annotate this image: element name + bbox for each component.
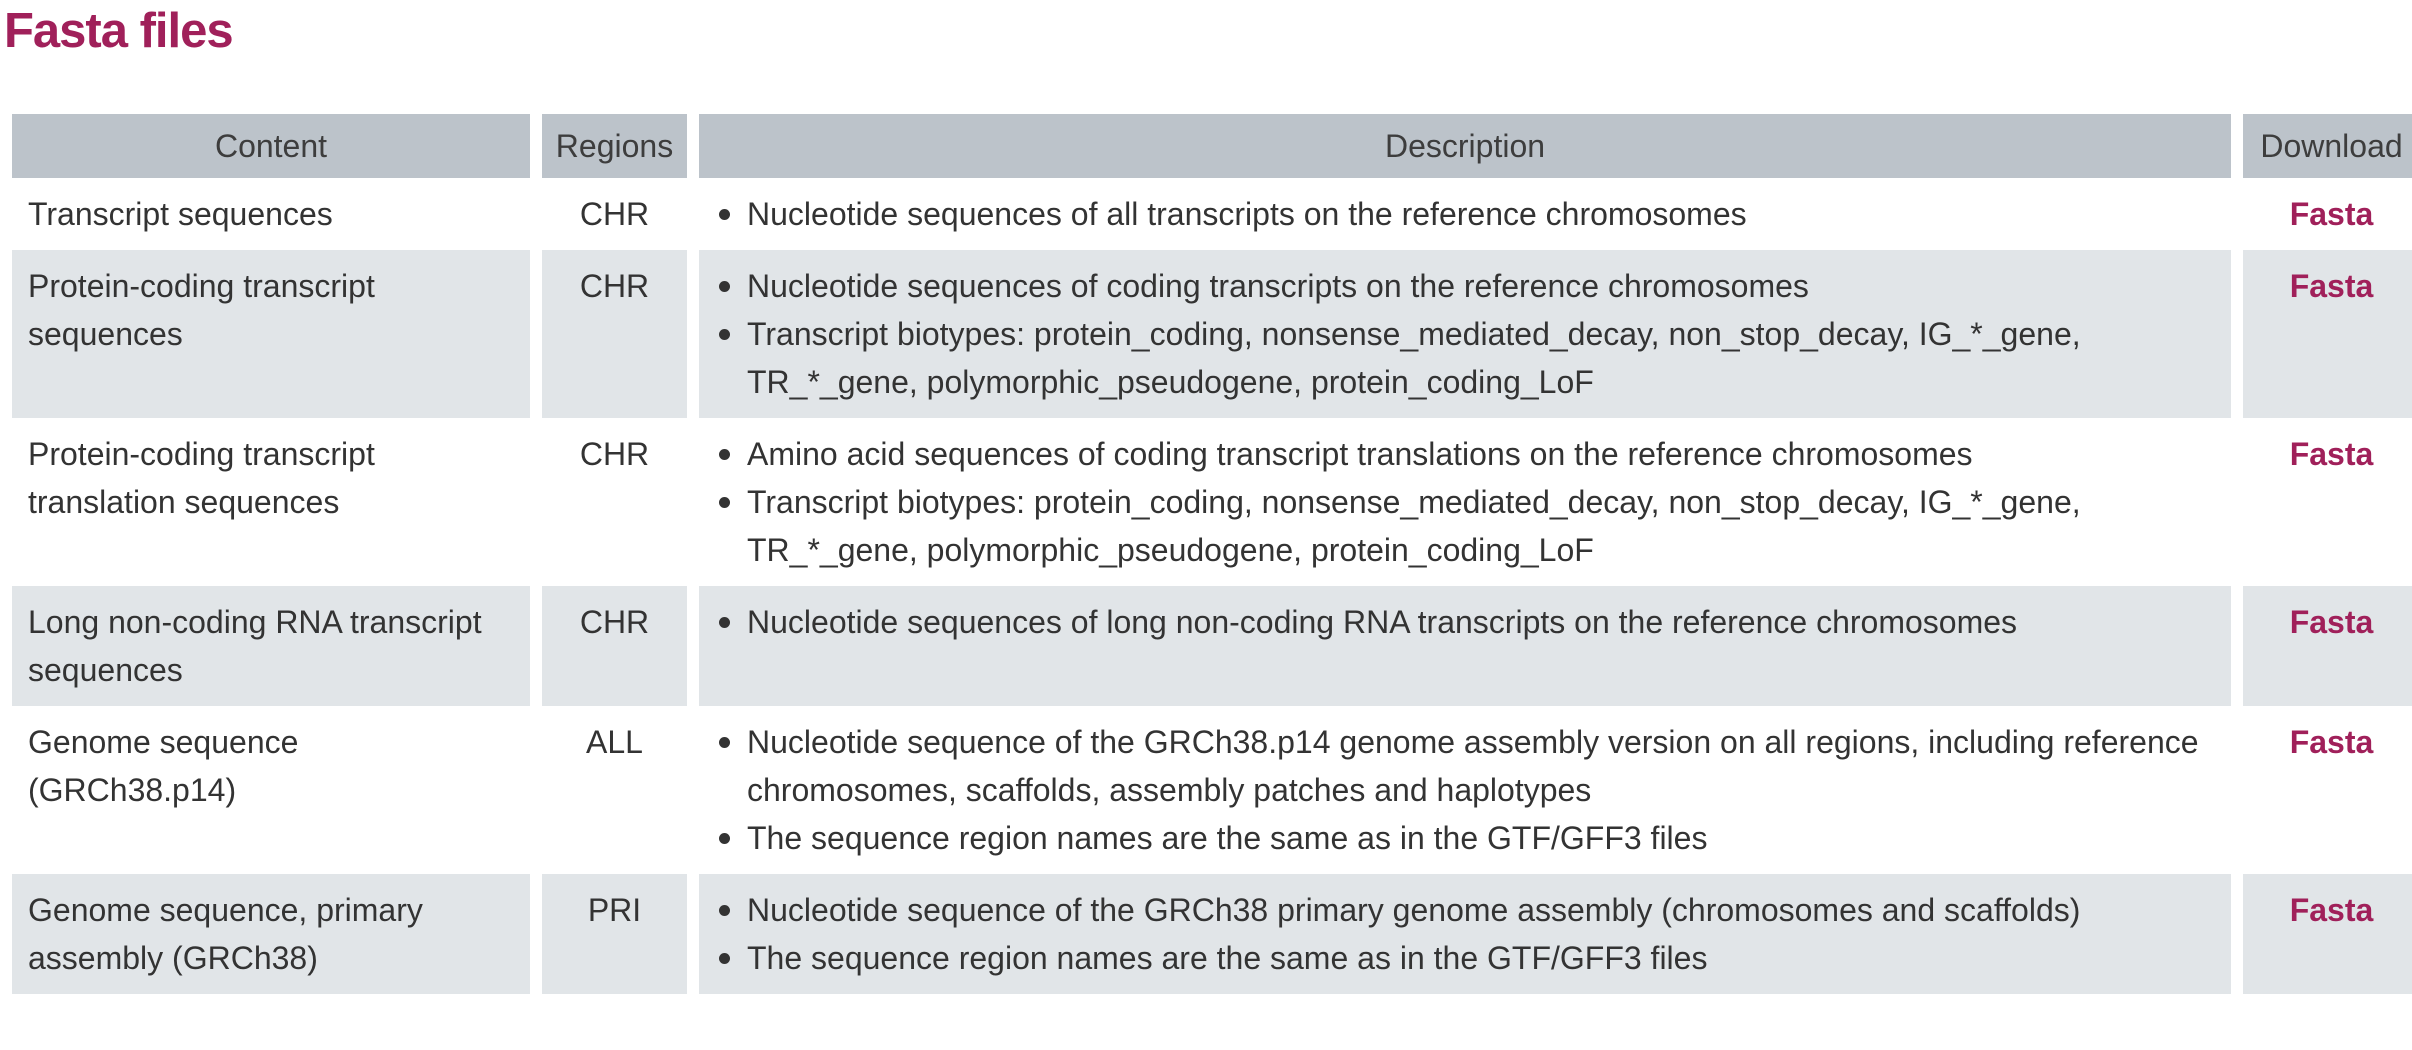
row-content: Transcript sequences: [28, 196, 333, 232]
description-item: Nucleotide sequences of coding transcrip…: [717, 262, 2207, 310]
table-body: Transcript sequences CHR Nucleotide sequen…: [12, 178, 2412, 994]
description-item: Nucleotide sequence of the GRCh38.p14 ge…: [717, 718, 2207, 814]
row-download: Fasta: [2243, 178, 2412, 250]
row-download: Fasta: [2243, 418, 2412, 586]
header-content: Content: [12, 114, 530, 178]
fasta-download-link[interactable]: Fasta: [2289, 436, 2374, 472]
page-title: Fasta files: [4, 4, 234, 58]
row-content: Long non-coding RNA transcript sequences: [12, 586, 530, 706]
description-list: Nucleotide sequences of coding transcrip…: [717, 262, 2207, 406]
row-content: Protein-coding transcript translation se…: [28, 436, 375, 520]
description-list: Nucleotide sequence of the GRCh38 primar…: [717, 886, 2207, 982]
row-description: Nucleotide sequences of all transcripts …: [699, 178, 2231, 250]
row-download: Fasta: [2243, 250, 2412, 418]
description-item: Nucleotide sequences of long non-coding …: [717, 598, 2207, 646]
fasta-download-link[interactable]: Fasta: [2289, 604, 2374, 640]
table-row: Protein-coding transcript translation se…: [12, 418, 2412, 586]
fasta-download-link[interactable]: Fasta: [2289, 724, 2374, 760]
row-description: Nucleotide sequence of the GRCh38.p14 ge…: [699, 706, 2231, 874]
fasta-download-link[interactable]: Fasta: [2289, 892, 2374, 928]
description-item: The sequence region names are the same a…: [717, 814, 2207, 862]
row-content: Genome sequence (GRCh38.p14): [28, 724, 299, 808]
row-description: Amino acid sequences of coding transcrip…: [699, 418, 2231, 586]
description-item: Nucleotide sequence of the GRCh38 primar…: [717, 886, 2207, 934]
row-description: Nucleotide sequences of long non-coding …: [699, 586, 2231, 706]
description-item: Transcript biotypes: protein_coding, non…: [717, 310, 2207, 406]
fasta-download-link[interactable]: Fasta: [2289, 268, 2374, 304]
row-content: Protein-coding transcript sequences: [12, 250, 530, 418]
table-row: Protein-coding transcript sequences CHR Nu…: [12, 250, 2412, 418]
header-description: Description: [699, 114, 2231, 178]
row-regions: CHR: [542, 250, 687, 418]
description-list: Nucleotide sequence of the GRCh38.p14 ge…: [717, 718, 2207, 862]
row-content: Genome sequence, primary assembly (GRCh3…: [12, 874, 530, 994]
description-list: Nucleotide sequences of long non-coding …: [717, 598, 2207, 646]
table-row: Genome sequence (GRCh38.p14) ALL Nucleotid…: [12, 706, 2412, 874]
row-description: Nucleotide sequence of the GRCh38 primar…: [699, 874, 2231, 994]
row-regions: CHR: [542, 586, 687, 706]
header-row: Content Regions Description Download: [12, 114, 2412, 178]
description-list: Nucleotide sequences of all transcripts …: [717, 190, 2207, 238]
description-item: Transcript biotypes: protein_coding, non…: [717, 478, 2207, 574]
table-row: Long non-coding RNA transcript sequences…: [12, 586, 2412, 706]
table-header: Content Regions Description Download: [12, 114, 2412, 178]
row-download: Fasta: [2243, 706, 2412, 874]
header-regions: Regions: [542, 114, 687, 178]
fasta-files-table: Content Regions Description Download Tra…: [0, 114, 2412, 994]
row-regions: PRI: [542, 874, 687, 994]
row-download: Fasta: [2243, 586, 2412, 706]
row-regions: CHR: [579, 436, 650, 472]
header-download: Download: [2243, 114, 2412, 178]
row-regions: ALL: [586, 724, 643, 760]
description-item: Nucleotide sequences of all transcripts …: [717, 190, 2207, 238]
fasta-download-link[interactable]: Fasta: [2289, 196, 2374, 232]
description-list: Amino acid sequences of coding transcrip…: [717, 430, 2207, 574]
row-regions: CHR: [579, 196, 650, 232]
row-download: Fasta: [2243, 874, 2412, 994]
description-item: The sequence region names are the same a…: [717, 934, 2207, 982]
description-item: Amino acid sequences of coding transcrip…: [717, 430, 2207, 478]
table-row: Transcript sequences CHR Nucleotide sequen…: [12, 178, 2412, 250]
row-description: Nucleotide sequences of coding transcrip…: [699, 250, 2231, 418]
table-row: Genome sequence, primary assembly (GRCh3…: [12, 874, 2412, 994]
